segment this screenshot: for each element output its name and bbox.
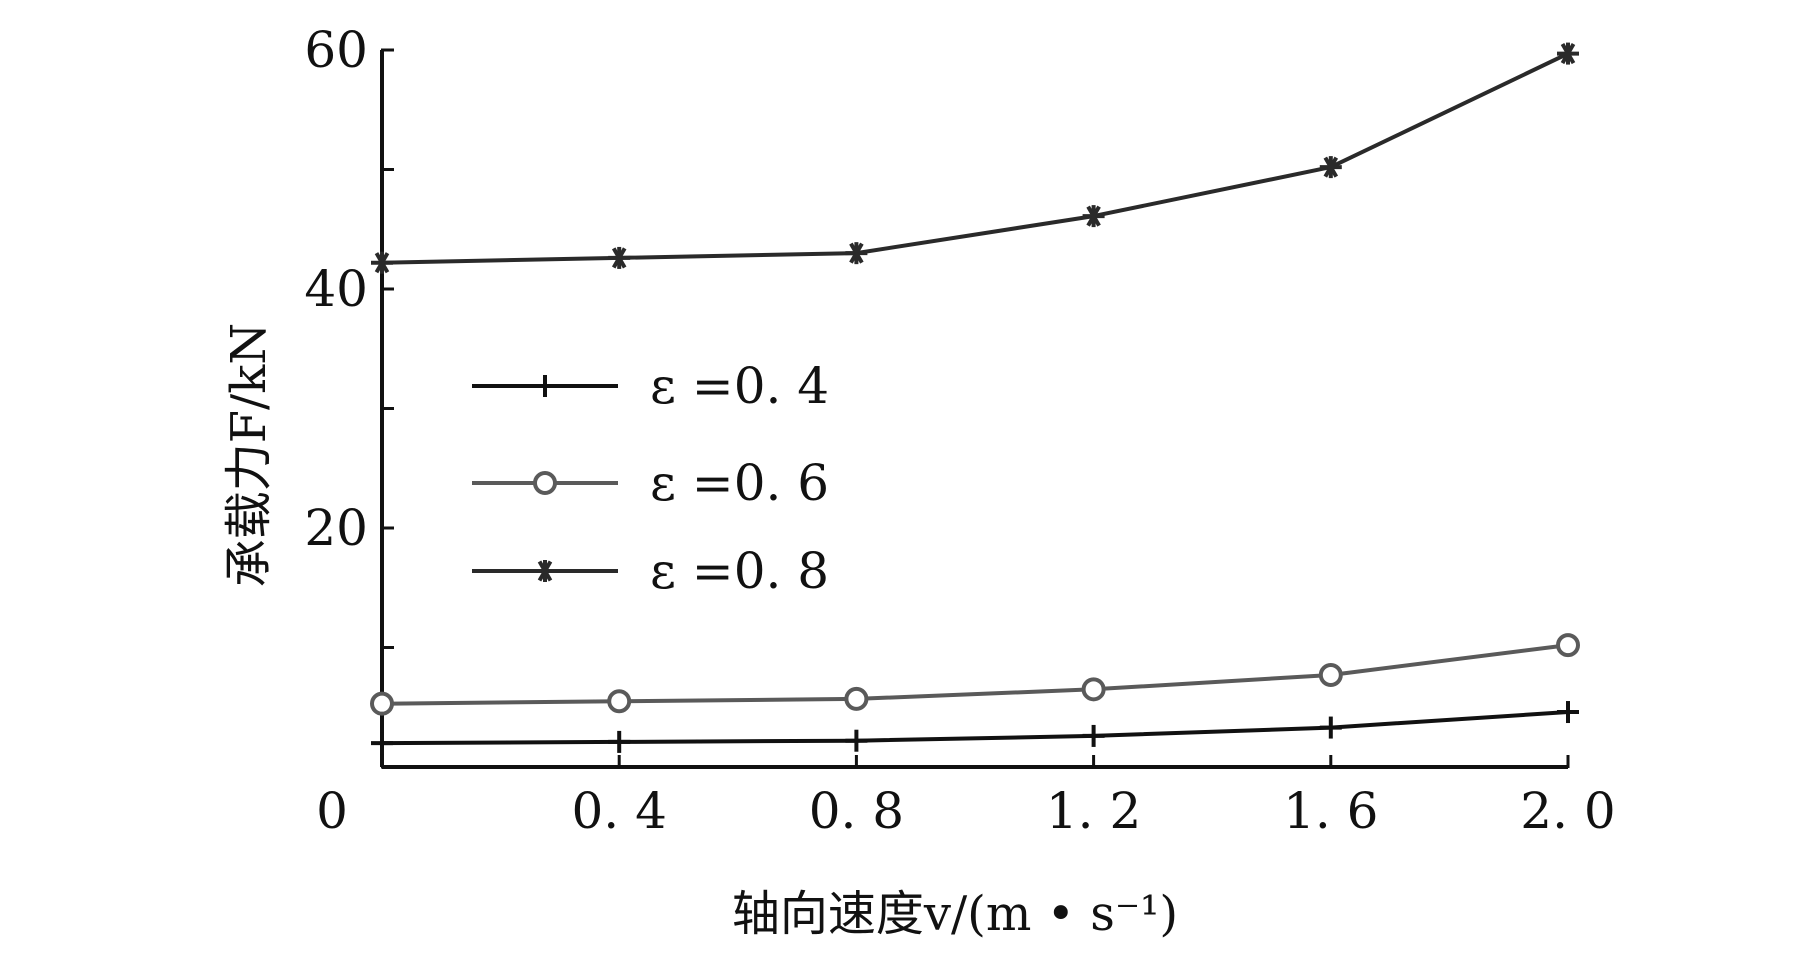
x-tick-label: 1. 6 (1283, 782, 1378, 840)
circle-marker (844, 686, 869, 711)
series-3 (371, 42, 1579, 274)
series-line (381, 643, 1569, 706)
star-marker (608, 246, 631, 269)
circle-marker (607, 689, 632, 714)
star-marker (371, 251, 393, 274)
x-tick-label: 2. 0 (1520, 782, 1615, 840)
star-marker (1557, 42, 1579, 65)
plus-marker (371, 732, 393, 755)
legend-label: ε =0. 4 (650, 357, 829, 415)
x-tick-label: 0. 8 (809, 782, 904, 840)
x-tick-label: 0 (316, 782, 348, 840)
y-tick-label: 60 (304, 21, 368, 79)
series-2 (370, 633, 1580, 716)
circle-marker (1556, 633, 1580, 658)
y-tick-label: 20 (304, 499, 368, 557)
x-tick-label: 0. 4 (571, 782, 666, 840)
plus-marker (845, 729, 868, 752)
plus-marker (1082, 724, 1105, 747)
axes: 20 40 60 0 0. 4 0. 8 1. 2 1. 6 2. 0 (304, 21, 1615, 840)
series-line (381, 51, 1569, 265)
series-line (381, 710, 1569, 746)
plus-marker (608, 730, 631, 753)
y-tick-label: 40 (304, 260, 368, 318)
circle-marker (370, 691, 394, 716)
circle-marker (1318, 662, 1343, 687)
x-axis-title: 轴向速度v/(m • s⁻¹) (732, 886, 1178, 942)
x-tick-label: 1. 2 (1046, 782, 1141, 840)
star-marker (1082, 205, 1105, 228)
star-marker (1319, 156, 1342, 179)
plus-marker (534, 375, 556, 397)
series-layer (370, 42, 1580, 755)
plus-marker (1319, 716, 1342, 739)
legend-item: ε =0. 6 (472, 454, 829, 512)
y-axis-title: 承载力F/kN (221, 323, 277, 588)
legend: ε =0. 4 ε =0. 6 ε =0. 8 (472, 357, 829, 600)
circle-marker (1081, 677, 1106, 702)
legend-label: ε =0. 8 (650, 542, 829, 600)
legend-label: ε =0. 6 (650, 454, 829, 512)
series-1 (371, 701, 1579, 755)
circle-marker (533, 471, 557, 495)
star-marker (534, 560, 556, 582)
legend-item: ε =0. 4 (472, 357, 829, 415)
star-marker (845, 242, 868, 265)
legend-item: ε =0. 8 (472, 542, 829, 600)
plus-marker (1557, 701, 1579, 724)
